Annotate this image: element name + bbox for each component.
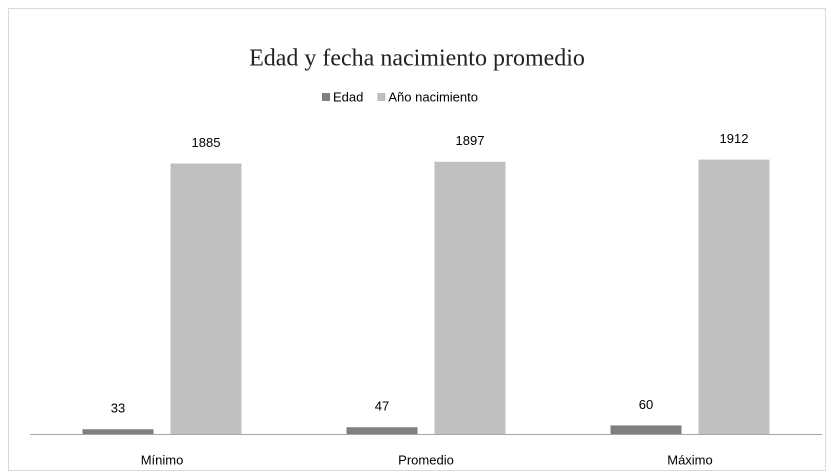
- data-label: 1912: [720, 131, 749, 146]
- x-tick-label: Máximo: [667, 452, 713, 467]
- bar: [434, 161, 506, 434]
- chart-title: Edad y fecha nacimiento promedio: [249, 46, 585, 72]
- legend-label: Año nacimiento: [388, 89, 478, 104]
- data-label: 60: [639, 397, 653, 412]
- bar: [610, 425, 682, 434]
- bar: [82, 429, 154, 434]
- bar: [698, 159, 770, 435]
- chart-frame: [8, 8, 826, 471]
- x-tick-label: Promedio: [398, 452, 454, 467]
- data-label: 47: [375, 399, 389, 414]
- legend-swatch: [322, 93, 330, 101]
- bar: [346, 427, 418, 434]
- data-label: 1885: [192, 135, 221, 150]
- x-tick-label: Mínimo: [141, 452, 184, 467]
- bar: [170, 163, 242, 434]
- data-label: 1897: [456, 133, 485, 148]
- data-label: 33: [111, 401, 125, 416]
- legend-label: Edad: [333, 89, 363, 104]
- legend-swatch: [377, 93, 386, 101]
